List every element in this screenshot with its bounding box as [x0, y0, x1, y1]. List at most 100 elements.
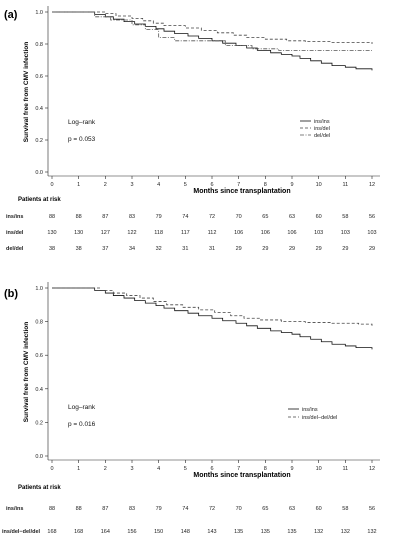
risk-value: 72: [209, 214, 215, 220]
x-tick-label: 0: [50, 466, 53, 472]
risk-row-label: ins/ins: [6, 506, 23, 512]
risk-value: 88: [49, 214, 55, 220]
legend-label: del/del: [314, 133, 330, 139]
legend-label: ins/del: [314, 126, 330, 132]
risk-value: 143: [207, 529, 216, 535]
risk-value: 29: [316, 246, 322, 252]
risk-value: 34: [129, 246, 135, 252]
risk-value: 83: [129, 214, 135, 220]
risk-value: 127: [101, 230, 110, 236]
y-tick-label: 1.0: [35, 286, 43, 292]
risk-value: 88: [76, 214, 82, 220]
x-tick-label: 8: [264, 466, 267, 472]
p-value-label: p = 0.053: [68, 136, 96, 143]
risk-value: 60: [316, 506, 322, 512]
risk-value: 63: [289, 214, 295, 220]
y-tick-label: 0.8: [35, 42, 43, 48]
risk-value: 130: [74, 230, 83, 236]
x-tick-label: 6: [210, 182, 213, 188]
risk-value: 38: [76, 246, 82, 252]
risk-value: 156: [127, 529, 136, 535]
risk-row-label: ins/del−del/del: [2, 529, 41, 535]
risk-value: 150: [154, 529, 163, 535]
risk-value: 60: [316, 214, 322, 220]
legend-label: ins/ins: [302, 407, 318, 413]
y-tick-label: 0.0: [35, 454, 43, 460]
risk-value: 130: [47, 230, 56, 236]
risk-value: 74: [182, 214, 188, 220]
risk-value: 103: [341, 230, 350, 236]
risk-value: 117: [181, 230, 190, 236]
risk-value: 70: [236, 214, 242, 220]
y-tick-label: 1.0: [35, 10, 43, 16]
logrank-label: Log–rank: [68, 119, 96, 126]
risk-value: 37: [102, 246, 108, 252]
legend-label: ins/ins: [314, 119, 330, 125]
risk-value: 106: [234, 230, 243, 236]
panel-label: (a): [4, 9, 18, 21]
x-tick-label: 3: [130, 466, 133, 472]
risk-value: 164: [101, 529, 110, 535]
y-tick-label: 0.4: [35, 106, 43, 112]
x-tick-label: 11: [342, 466, 348, 472]
x-tick-label: 12: [369, 182, 375, 188]
risk-value: 132: [341, 529, 350, 535]
y-axis-label: Survival free from CMV infection: [23, 42, 30, 142]
x-tick-label: 6: [210, 466, 213, 472]
y-axis-label: Survival free from CMV infection: [23, 322, 30, 422]
series-line-ins-del: [52, 11, 373, 44]
risk-table-title: Patients at risk: [18, 197, 61, 203]
x-tick-label: 9: [290, 466, 293, 472]
risk-value: 79: [156, 214, 162, 220]
risk-value: 112: [208, 230, 217, 236]
risk-table-title: Patients at risk: [18, 485, 61, 491]
risk-value: 88: [49, 506, 55, 512]
x-tick-label: 5: [184, 182, 187, 188]
risk-value: 31: [209, 246, 215, 252]
series-line-ins-del-del-del: [52, 287, 373, 326]
risk-value: 70: [236, 506, 242, 512]
risk-value: 88: [76, 506, 82, 512]
risk-value: 31: [182, 246, 188, 252]
x-tick-label: 3: [130, 182, 133, 188]
risk-value: 56: [369, 214, 375, 220]
x-tick-label: 1: [77, 466, 80, 472]
risk-value: 65: [262, 506, 268, 512]
risk-value: 122: [127, 230, 136, 236]
legend: ins/ins ins/del−del/del: [288, 407, 337, 421]
risk-value: 148: [181, 529, 190, 535]
x-tick-label: 8: [264, 182, 267, 188]
risk-value: 56: [369, 506, 375, 512]
risk-value: 65: [262, 214, 268, 220]
risk-value: 103: [314, 230, 323, 236]
y-tick-label: 0.2: [35, 138, 43, 144]
risk-value: 103: [367, 230, 376, 236]
risk-row-label: del/del: [6, 246, 24, 252]
risk-value: 135: [234, 529, 243, 535]
panel-label: (b): [4, 288, 18, 300]
risk-value: 29: [342, 246, 348, 252]
x-tick-label: 7: [237, 466, 240, 472]
risk-value: 38: [49, 246, 55, 252]
risk-value: 83: [129, 506, 135, 512]
y-tick-label: 0.2: [35, 420, 43, 426]
p-value-label: p = 0.016: [68, 421, 96, 428]
risk-value: 58: [342, 214, 348, 220]
risk-value: 74: [182, 506, 188, 512]
x-tick-label: 2: [104, 182, 107, 188]
x-tick-label: 5: [184, 466, 187, 472]
risk-value: 132: [314, 529, 323, 535]
risk-value: 168: [47, 529, 56, 535]
risk-value: 29: [236, 246, 242, 252]
risk-row-label: ins/del: [6, 230, 24, 236]
x-tick-label: 10: [316, 466, 322, 472]
series-line-ins-ins: [52, 11, 373, 71]
y-tick-label: 0.6: [35, 74, 43, 80]
x-axis-label: Months since transplantation: [193, 472, 290, 479]
x-tick-label: 7: [237, 182, 240, 188]
risk-value: 29: [262, 246, 268, 252]
x-tick-label: 11: [342, 182, 348, 188]
risk-value: 135: [287, 529, 296, 535]
risk-value: 29: [289, 246, 295, 252]
